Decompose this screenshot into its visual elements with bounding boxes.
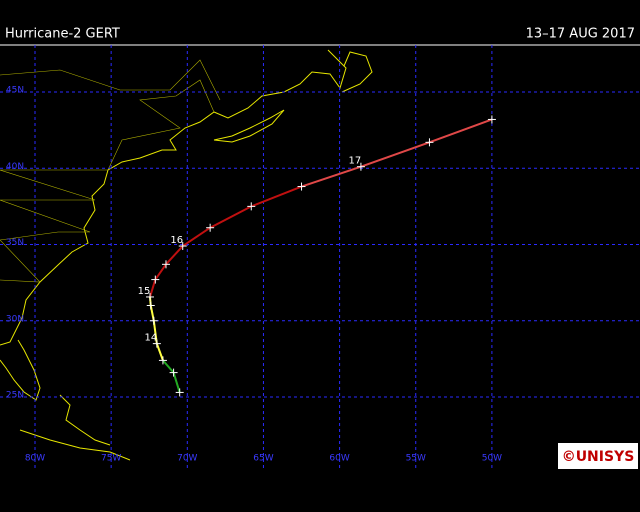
lat-label: 35N bbox=[6, 238, 24, 248]
lon-label: 60W bbox=[329, 454, 349, 464]
coastline bbox=[0, 339, 41, 401]
track-segment bbox=[154, 263, 167, 281]
track-segment bbox=[209, 205, 252, 229]
track-point bbox=[487, 115, 496, 124]
track-point bbox=[297, 182, 306, 191]
track-point bbox=[158, 356, 167, 365]
track-point bbox=[149, 316, 158, 325]
track-segment bbox=[182, 226, 211, 247]
lon-label: 75W bbox=[101, 454, 121, 464]
track-point bbox=[247, 202, 256, 211]
track-segment bbox=[152, 320, 158, 344]
day-label: 15 bbox=[138, 286, 151, 297]
track-point bbox=[356, 162, 365, 171]
cuba bbox=[19, 429, 131, 461]
track-point bbox=[178, 242, 187, 251]
track-point bbox=[175, 388, 184, 397]
track-point bbox=[146, 301, 155, 310]
track-segment bbox=[360, 141, 430, 168]
canada-border bbox=[0, 59, 221, 101]
track-point bbox=[169, 368, 178, 377]
day-label: 17 bbox=[349, 156, 362, 167]
lat-label: 45N bbox=[6, 86, 24, 96]
lon-label: 55W bbox=[406, 454, 426, 464]
date-range: 13–17 AUG 2017 bbox=[526, 27, 635, 42]
graticule: 45N 40N 35N 30N 25N 80W 75W 70W 65W 60W 55W 50W bbox=[0, 45, 640, 470]
track-segment bbox=[149, 279, 157, 298]
track: 14 15 16 17 bbox=[138, 115, 496, 397]
lon-label: 50W bbox=[482, 454, 502, 464]
lon-label: 80W bbox=[25, 454, 45, 464]
lat-label: 30N bbox=[6, 314, 24, 324]
track-segment bbox=[165, 245, 184, 266]
track-segment bbox=[172, 372, 181, 393]
track-point bbox=[161, 260, 170, 269]
day-label: 16 bbox=[170, 235, 183, 246]
land bbox=[0, 49, 373, 461]
track-point bbox=[145, 292, 154, 301]
track-point bbox=[206, 223, 215, 232]
bahamas bbox=[59, 394, 111, 446]
track-point bbox=[152, 339, 161, 348]
nova-scotia bbox=[213, 109, 285, 143]
track-segment bbox=[162, 359, 175, 374]
logo-background bbox=[558, 443, 638, 469]
title: Hurricane-2 GERT bbox=[5, 27, 120, 42]
track-point bbox=[151, 275, 160, 284]
lat-label: 25N bbox=[6, 391, 24, 401]
coastline bbox=[0, 49, 347, 346]
day-label: 14 bbox=[144, 333, 157, 344]
track-segment bbox=[429, 118, 493, 144]
track-point bbox=[425, 138, 434, 147]
track-segment bbox=[155, 343, 164, 361]
track-segment bbox=[250, 185, 302, 208]
logo-box: ©UNISYS bbox=[558, 443, 638, 469]
track-segment bbox=[301, 165, 362, 188]
lon-label: 65W bbox=[253, 454, 273, 464]
track-segment bbox=[149, 305, 155, 321]
lat-label: 40N bbox=[6, 162, 24, 172]
newfoundland bbox=[341, 51, 373, 93]
logo: ©UNISYS bbox=[562, 449, 635, 465]
state-borders bbox=[0, 79, 215, 283]
lon-label: 70W bbox=[177, 454, 197, 464]
